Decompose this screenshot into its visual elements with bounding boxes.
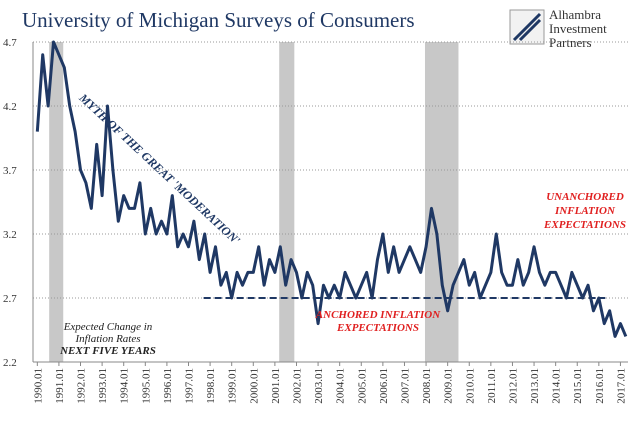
x-tick-label: 2003.01 (313, 368, 325, 404)
y-tick-label: 3.7 (3, 165, 17, 177)
annotation: EXPECTATIONS (336, 322, 419, 334)
x-tick-label: 2009.01 (443, 368, 455, 404)
y-tick-label: 3.2 (3, 229, 17, 241)
logo-text: Alhambra (549, 7, 601, 22)
x-tick-label: 2006.01 (378, 368, 390, 404)
x-tick-label: 2017.01 (615, 368, 627, 404)
x-tick-label: 2001.01 (270, 368, 282, 404)
annotation: UNANCHORED (546, 191, 624, 203)
x-tick-label: 1990.01 (32, 368, 44, 404)
y-tick-label: 4.2 (3, 101, 17, 113)
x-tick-label: 1997.01 (183, 368, 195, 404)
x-tick-label: 2008.01 (421, 368, 433, 404)
x-tick-label: 2010.01 (464, 368, 476, 404)
x-tick-label: 1994.01 (119, 368, 131, 404)
x-tick-label: 2004.01 (335, 368, 347, 404)
x-tick-label: 2014.01 (551, 368, 563, 404)
recession-band (279, 42, 295, 362)
annotation: NEXT FIVE YEARS (59, 345, 156, 357)
x-tick-label: 1998.01 (205, 368, 217, 404)
y-tick-label: 4.7 (3, 37, 17, 49)
annotation: Inflation Rates (74, 333, 140, 345)
x-tick-label: 1999.01 (227, 368, 239, 404)
logo-icon (512, 12, 542, 42)
annotation: ANCHORED INFLATION (315, 309, 441, 321)
x-tick-label: 1992.01 (76, 368, 88, 404)
x-tick-label: 2002.01 (291, 368, 303, 404)
series-line (35, 40, 628, 338)
x-tick-label: 2007.01 (399, 368, 411, 404)
x-tick-label: 2016.01 (594, 368, 606, 404)
x-tick-label: 2011.01 (486, 368, 498, 403)
chart-title: University of Michigan Surveys of Consum… (22, 8, 415, 32)
x-tick-label: 2015.01 (572, 368, 584, 404)
x-tick-label: 2005.01 (356, 368, 368, 404)
y-tick-label: 2.7 (3, 293, 17, 305)
x-tick-label: 1996.01 (162, 368, 174, 404)
x-tick-label: 1995.01 (140, 368, 152, 404)
annotation: INFLATION (554, 205, 616, 217)
logo: Alhambra Investment Partners (509, 7, 607, 50)
annotation: Expected Change in (63, 321, 153, 333)
logo-text: Investment (549, 21, 607, 36)
y-tick-label: 2.2 (3, 357, 17, 369)
recession-band (424, 42, 459, 362)
x-tick-label: 1993.01 (97, 368, 109, 404)
recession-band (49, 42, 64, 362)
x-tick-label: 2000.01 (248, 368, 260, 404)
x-tick-label: 1991.01 (54, 368, 66, 404)
x-tick-label: 2013.01 (529, 368, 541, 404)
x-tick-label: 2012.01 (507, 368, 519, 404)
annotation: EXPECTATIONS (543, 219, 626, 231)
